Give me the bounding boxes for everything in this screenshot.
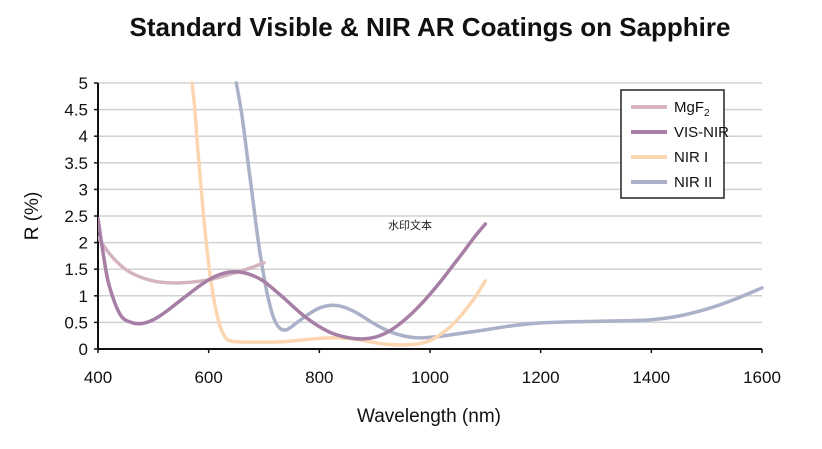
x-tick-label: 1000 — [411, 368, 449, 387]
y-tick-label: 0 — [79, 340, 88, 359]
y-tick-label: 1.5 — [64, 260, 88, 279]
y-tick-label: 4.5 — [64, 101, 88, 120]
x-axis-label: Wavelength (nm) — [357, 406, 501, 427]
y-tick-label: 3.5 — [64, 154, 88, 173]
series-lines — [98, 81, 764, 347]
series-line-mgf — [98, 235, 266, 285]
x-tick-label: 1400 — [632, 368, 670, 387]
y-tick-label: 2 — [79, 234, 88, 253]
legend-label: VIS-NIR — [674, 124, 729, 141]
y-tick-label: 0.5 — [64, 313, 88, 332]
legend-label: NIR I — [674, 149, 708, 166]
legend: MgF2 VIS-NIR NIR I NIR II — [620, 89, 729, 199]
y-tick-label: 1 — [79, 287, 88, 306]
y-tick-label: 5 — [79, 74, 88, 93]
y-tick-label: 2.5 — [64, 207, 88, 226]
series-line-vis-nir — [98, 216, 488, 341]
y-tick-label: 3 — [79, 180, 88, 199]
x-tick-label: 1200 — [522, 368, 560, 387]
x-tick-label: 800 — [305, 368, 333, 387]
y-axis-label: R (%) — [22, 192, 43, 241]
y-tick-label: 4 — [79, 127, 88, 146]
legend-label: NIR II — [674, 174, 712, 191]
watermark-text: 水印文本 — [388, 218, 432, 232]
x-tick-label: 600 — [194, 368, 222, 387]
x-tick-label: 400 — [84, 368, 112, 387]
x-tick-label: 1600 — [743, 368, 781, 387]
series-line-nir-i — [190, 81, 488, 347]
axes: 0 0.5 1 1.5 2 2.5 3 3.5 4 4.5 5 400 600 800 1000 1200 14… — [64, 74, 781, 387]
chart-title: Standard Visible & NIR AR Coatings on Sa… — [130, 12, 731, 42]
legend-label: MgF2 — [674, 99, 710, 119]
series-line-nir-ii — [234, 81, 764, 340]
